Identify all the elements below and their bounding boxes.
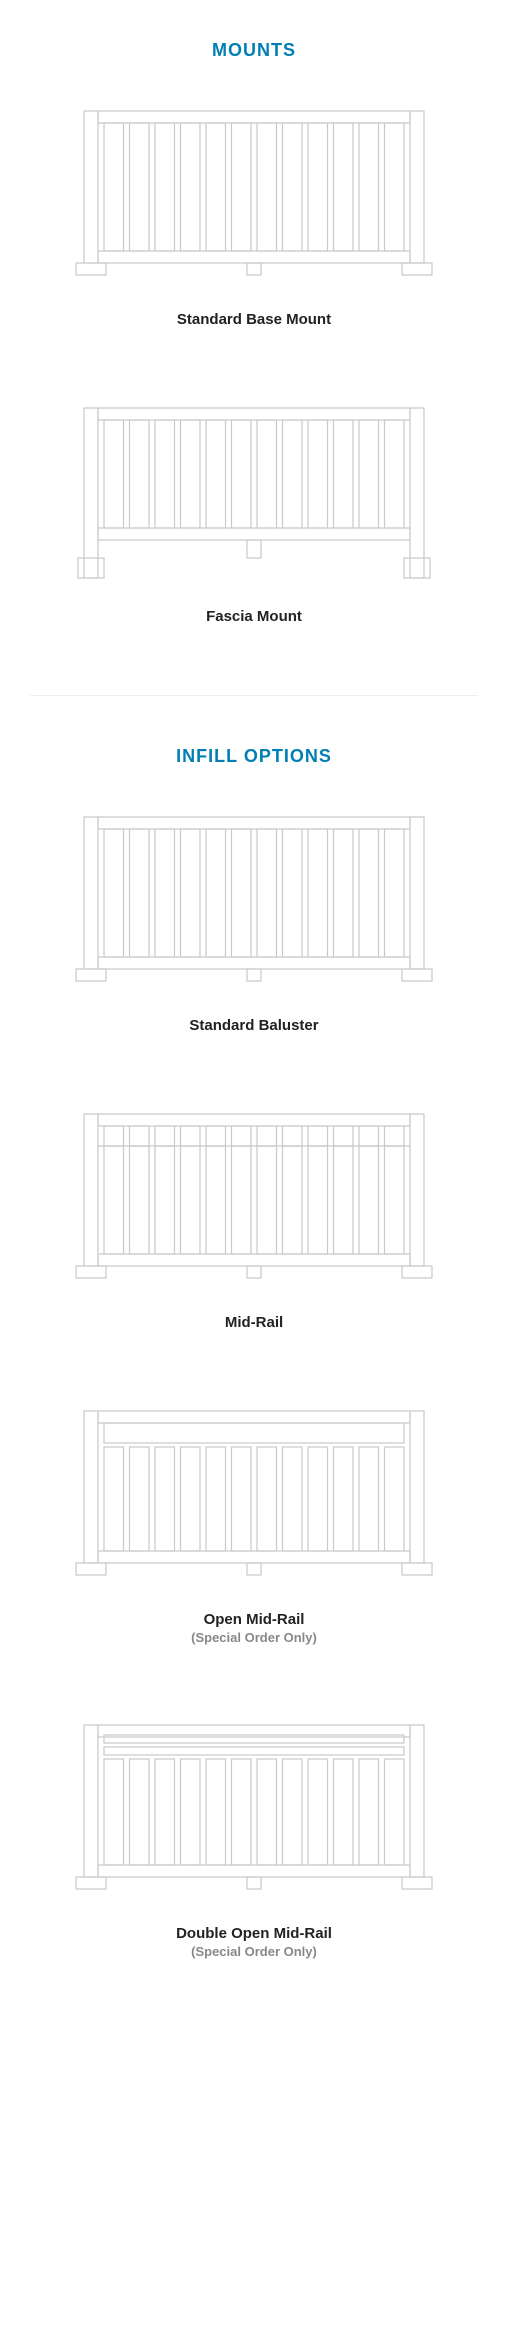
- option-block: Standard Base Mount: [0, 101, 508, 328]
- diagram: [0, 1401, 508, 1591]
- option-block: Standard Baluster: [0, 807, 508, 1034]
- option-caption: Standard Base Mount: [0, 311, 508, 328]
- diagram: [0, 1715, 508, 1905]
- option-block: Fascia Mount: [0, 398, 508, 625]
- option-block: Double Open Mid-Rail (Special Order Only): [0, 1715, 508, 1959]
- option-caption: Open Mid-Rail: [0, 1611, 508, 1628]
- diagram: [0, 398, 508, 588]
- option-caption: Standard Baluster: [0, 1017, 508, 1034]
- option-caption: Double Open Mid-Rail: [0, 1925, 508, 1942]
- section-heading: INFILL OPTIONS: [0, 746, 508, 767]
- option-block: Open Mid-Rail (Special Order Only): [0, 1401, 508, 1645]
- option-caption: Fascia Mount: [0, 608, 508, 625]
- option-block: Mid-Rail: [0, 1104, 508, 1331]
- diagram: [0, 1104, 508, 1294]
- option-caption: Mid-Rail: [0, 1314, 508, 1331]
- diagram: [0, 807, 508, 997]
- option-subcaption: (Special Order Only): [0, 1630, 508, 1645]
- option-subcaption: (Special Order Only): [0, 1944, 508, 1959]
- diagram: [0, 101, 508, 291]
- section-heading: MOUNTS: [0, 40, 508, 61]
- section-divider: [30, 695, 478, 696]
